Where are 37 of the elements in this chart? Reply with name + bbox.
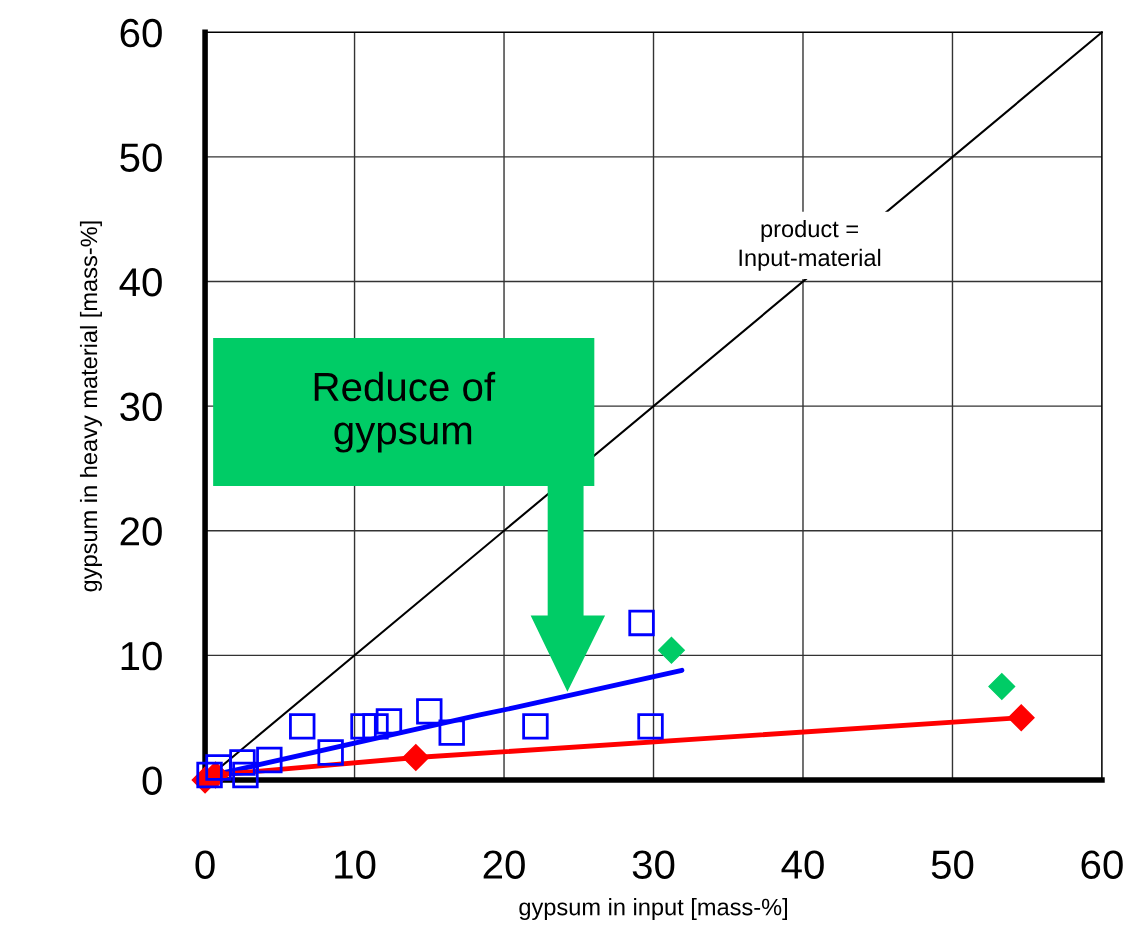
annotation: product = Input-material bbox=[739, 219, 881, 271]
point bbox=[416, 698, 443, 725]
point bbox=[1007, 704, 1035, 732]
point bbox=[637, 713, 664, 740]
point bbox=[256, 746, 283, 774]
point bbox=[375, 708, 403, 735]
point bbox=[522, 713, 549, 740]
point bbox=[196, 761, 223, 789]
point bbox=[205, 754, 232, 781]
point bbox=[317, 739, 344, 766]
y-axis-title: gypsum in heavy material [mass-%] bbox=[79, 221, 102, 592]
x-tick-label: 40 bbox=[781, 850, 824, 879]
x-tick-label: 60 bbox=[1081, 850, 1123, 879]
point bbox=[438, 719, 465, 746]
point bbox=[402, 744, 430, 771]
point bbox=[350, 713, 377, 740]
y-tick-label: 10 bbox=[121, 641, 162, 671]
point bbox=[988, 673, 1016, 700]
point bbox=[229, 749, 256, 776]
point bbox=[628, 609, 655, 637]
y-tick-label: 50 bbox=[120, 143, 162, 172]
x-tick-label: 0 bbox=[195, 850, 215, 879]
x-tick-label: 20 bbox=[483, 850, 525, 879]
point bbox=[657, 636, 685, 664]
y-tick-label: 40 bbox=[119, 267, 162, 297]
point bbox=[289, 713, 316, 740]
point bbox=[232, 761, 259, 789]
x-tick-label: 30 bbox=[632, 850, 675, 879]
y-tick-label: 0 bbox=[142, 766, 162, 795]
y-tick-label: 60 bbox=[120, 18, 162, 48]
x-axis-title: gypsum in input [mass-%] bbox=[519, 898, 787, 921]
x-tick-label: 10 bbox=[335, 850, 376, 879]
y-tick-label: 20 bbox=[120, 517, 162, 546]
y-tick-label: 30 bbox=[120, 392, 162, 422]
point bbox=[362, 713, 389, 740]
annotation: Reduce of gypsum bbox=[314, 371, 496, 453]
x-tick-label: 50 bbox=[931, 850, 974, 879]
